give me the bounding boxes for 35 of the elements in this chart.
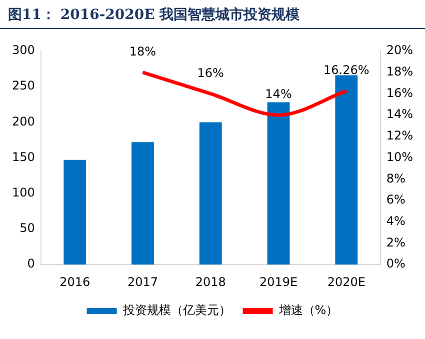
data-label: 16%: [197, 66, 224, 80]
bar: [267, 102, 290, 265]
y-tick-label: 0: [27, 256, 35, 271]
y2-tick-label: 10%: [386, 150, 413, 164]
x-tick-label: 2020E: [327, 274, 366, 289]
y-tick-label: 150: [12, 150, 35, 164]
bar: [199, 122, 222, 265]
y2-tick-label: 18%: [386, 64, 413, 78]
bar: [132, 142, 154, 265]
x-tick-label: 2016: [60, 274, 90, 289]
x-tick-label: 2017: [127, 274, 158, 289]
x-tick-label: 2018: [195, 274, 226, 289]
y-tick-label: 250: [12, 78, 35, 93]
y-tick-label: 100: [12, 186, 35, 200]
legend-label: 投资规模（亿美元）: [122, 303, 231, 318]
y2-tick-label: 4%: [386, 214, 406, 228]
y2-tick-label: 6%: [386, 192, 406, 207]
chart-title: 图11： 2016-2020E 我国智慧城市投资规模: [0, 0, 425, 29]
y-tick-label: 50: [20, 221, 35, 236]
y2-tick-label: 14%: [386, 107, 413, 122]
y2-tick-label: 0%: [386, 256, 406, 271]
y2-tick-label: 12%: [386, 128, 413, 143]
bar: [64, 160, 86, 265]
data-label: 18%: [129, 44, 156, 58]
data-label: 14%: [265, 87, 292, 102]
y2-tick-label: 16%: [386, 86, 413, 100]
y-tick-label: 300: [12, 43, 35, 58]
y2-tick-label: 8%: [386, 171, 406, 186]
data-label: 16.26%: [324, 63, 370, 78]
legend-label: 增速（%）: [278, 303, 338, 318]
x-tick-label: 2019E: [259, 274, 298, 289]
y2-tick-label: 2%: [386, 235, 406, 250]
y-tick-label: 200: [12, 114, 35, 128]
bar: [335, 75, 358, 265]
y2-tick-label: 20%: [386, 43, 413, 58]
